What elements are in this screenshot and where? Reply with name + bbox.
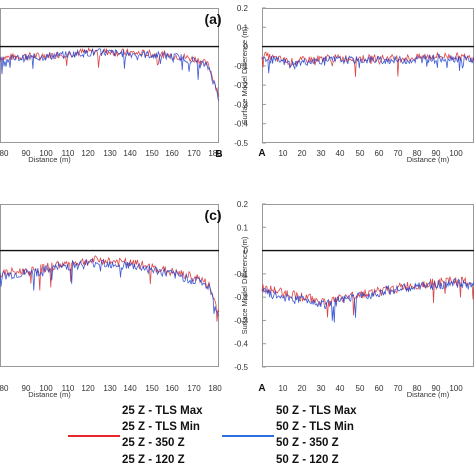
series-line (0, 255, 220, 322)
x-axis-label: Distance (m) (28, 390, 71, 399)
x-tick-label: 180 (208, 384, 222, 393)
y-tick-label: -0.3 (234, 316, 248, 325)
plot-frame-0 (0, 8, 219, 143)
y-tick-label: -0.3 (234, 100, 248, 109)
x-tick-label: 130 (103, 149, 117, 158)
panel-label: (a) (204, 11, 221, 27)
x-tick-label: 140 (123, 384, 137, 393)
x-tick-label: A (258, 383, 265, 394)
x-tick-label: 160 (165, 384, 179, 393)
x-tick-label: 140 (123, 149, 137, 158)
x-tick-label: 180 (208, 149, 222, 158)
x-tick-label: 30 (317, 149, 326, 158)
x-tick-label: 120 (81, 149, 95, 158)
x-tick-label: 50 (356, 384, 365, 393)
x-tick-label: A (258, 148, 265, 159)
x-tick-label: 50 (356, 149, 365, 158)
x-axis-label: Distance (m) (407, 155, 450, 164)
x-tick-label: 80 (0, 149, 9, 158)
x-tick-label: 100 (39, 384, 53, 393)
x-tick-label: 80 (413, 149, 422, 158)
x-tick-label: 170 (187, 149, 201, 158)
y-tick-label: 0.2 (237, 4, 249, 13)
x-tick-label: 10 (279, 384, 288, 393)
y-tick-label: 0.1 (237, 23, 249, 32)
x-tick-label: 110 (62, 149, 75, 158)
x-tick-label: 100 (449, 149, 463, 158)
y-tick-label: -0.5 (234, 139, 248, 148)
x-axis-label: Distance (m) (28, 155, 71, 164)
x-tick-label: 160 (165, 149, 179, 158)
y-axis-label: Surface Model Difference (m) (240, 236, 249, 334)
y-tick-label: -0.1 (234, 270, 248, 279)
x-tick-label: 80 (0, 384, 9, 393)
plot-frame-1 (262, 8, 474, 143)
y-axis-label: Surface Model Difference (m) (240, 26, 249, 124)
x-tick-label: 30 (317, 384, 326, 393)
y-tick-label: -0.2 (234, 293, 248, 302)
x-tick-label: 60 (375, 384, 384, 393)
x-tick-label: 100 (449, 384, 463, 393)
x-tick-label: 80 (413, 384, 422, 393)
series-line (0, 47, 220, 97)
x-axis-label: Distance (m) (407, 390, 450, 399)
y-tick-label: -0.4 (234, 340, 248, 349)
x-tick-label: 40 (336, 149, 345, 158)
y-tick-label: -0.5 (234, 363, 248, 372)
x-tick-label: 20 (298, 384, 307, 393)
x-tick-label: 130 (103, 384, 117, 393)
end-label: B (215, 149, 222, 160)
x-tick-label: 20 (298, 149, 307, 158)
series-line (0, 259, 220, 317)
x-tick-label: 90 (432, 384, 441, 393)
x-tick-label: 150 (145, 384, 159, 393)
panel-label: (c) (204, 207, 221, 223)
y-tick-label: 0 (244, 247, 249, 256)
series-line (261, 278, 474, 323)
y-tick-label: -0.2 (234, 81, 248, 90)
series-line (0, 48, 220, 101)
x-tick-label: 150 (145, 149, 159, 158)
x-tick-label: 10 (279, 149, 288, 158)
x-tick-label: 90 (432, 149, 441, 158)
x-tick-label: 170 (187, 384, 201, 393)
x-tick-label: 90 (22, 149, 31, 158)
y-tick-label: 0.2 (237, 200, 249, 209)
y-tick-label: 0 (244, 43, 249, 52)
y-tick-label: -0.4 (234, 120, 248, 129)
x-tick-label: 70 (394, 149, 403, 158)
x-tick-label: 40 (336, 384, 345, 393)
series-line (261, 51, 474, 77)
x-tick-label: 100 (39, 149, 53, 158)
series-line (261, 53, 474, 74)
y-tick-label: -0.1 (234, 62, 248, 71)
x-tick-label: 120 (81, 384, 95, 393)
x-tick-label: 110 (62, 384, 75, 393)
x-tick-label: 70 (394, 384, 403, 393)
x-tick-label: 90 (22, 384, 31, 393)
x-tick-label: 60 (375, 149, 384, 158)
plot-frame-2 (0, 204, 219, 367)
y-tick-label: 0.1 (237, 223, 249, 232)
